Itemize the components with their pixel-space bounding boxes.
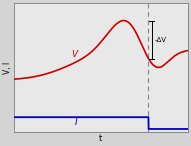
Text: I: I bbox=[75, 118, 77, 127]
X-axis label: t: t bbox=[99, 134, 102, 142]
Text: V: V bbox=[71, 50, 77, 59]
Y-axis label: V, I: V, I bbox=[3, 62, 12, 74]
Text: -ΔV: -ΔV bbox=[155, 37, 167, 43]
